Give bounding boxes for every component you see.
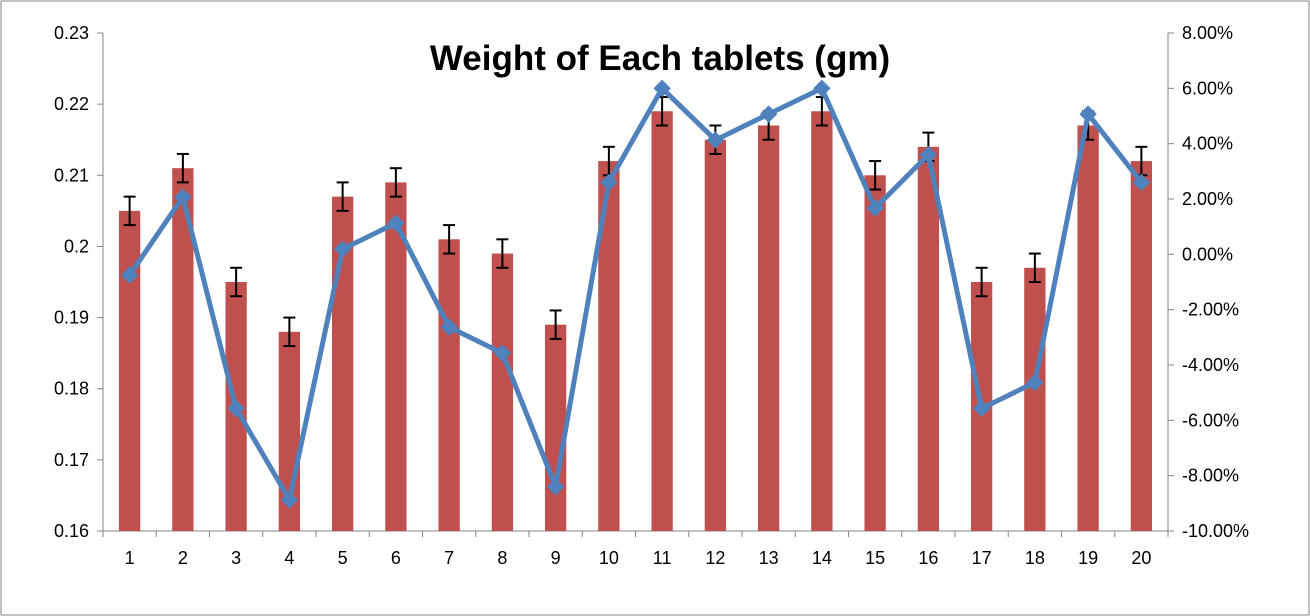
right-tick-label: -10.00%	[1182, 521, 1249, 541]
line-point-marker	[813, 79, 831, 98]
line-point-marker	[174, 188, 192, 206]
bar	[811, 111, 833, 531]
line-point-marker	[706, 131, 725, 149]
x-tick-label: 8	[497, 548, 507, 568]
x-tick-label: 7	[444, 548, 454, 568]
bars-layer	[118, 111, 1153, 532]
error-bar	[389, 167, 402, 198]
x-tick-label: 4	[284, 548, 294, 568]
line-point-marker	[440, 318, 458, 336]
bar	[757, 125, 780, 531]
left-tick-label: 0.2	[64, 236, 89, 256]
bar	[385, 182, 407, 531]
x-tick-label: 14	[812, 548, 832, 568]
left-tick-label: 0.19	[54, 308, 89, 328]
right-tick-label: 4.00%	[1182, 134, 1233, 154]
error-bar	[496, 238, 509, 269]
left-tick-label: 0.17	[54, 450, 89, 470]
x-tick-label: 1	[125, 548, 135, 568]
chart-title: Weight of Each tablets (gm)	[430, 39, 890, 78]
line-point-marker	[866, 199, 884, 217]
tick-labels-layer: 0.16 0.17 0.18 0.19 0.2 0.21 0.22 0.23 -10.00% -8…	[54, 23, 1249, 568]
right-tick-label: -4.00%	[1182, 355, 1239, 375]
right-tick-label: 8.00%	[1182, 23, 1233, 43]
error-bar	[975, 266, 988, 298]
left-tick-label: 0.21	[54, 165, 89, 185]
x-tick-label: 16	[918, 548, 938, 568]
bar	[1130, 161, 1153, 532]
x-tick-label: 5	[338, 548, 348, 568]
bar	[438, 239, 460, 532]
bar	[1024, 267, 1046, 531]
x-tick-label: 6	[391, 548, 401, 568]
line-point-marker	[387, 214, 405, 232]
error-bar	[869, 160, 882, 191]
line-point-marker	[919, 146, 938, 164]
line-point-marker	[759, 105, 778, 123]
bar	[491, 253, 514, 532]
right-tick-label: -8.00%	[1182, 466, 1239, 486]
line-point-marker	[972, 399, 991, 418]
x-tick-label: 15	[865, 548, 885, 568]
x-tick-label: 9	[551, 548, 561, 568]
line-point-marker	[546, 478, 565, 496]
error-bar	[283, 316, 296, 348]
bar	[118, 210, 141, 531]
error-bar	[443, 224, 456, 255]
left-tick-label: 0.16	[54, 521, 89, 541]
line-point-marker	[1132, 173, 1151, 192]
series-line	[127, 85, 1144, 503]
error-bar	[123, 195, 136, 227]
line-point-marker	[280, 491, 299, 509]
x-tick-label: 12	[705, 548, 725, 568]
right-tick-label: 6.00%	[1182, 78, 1233, 98]
x-tick-label: 18	[1025, 548, 1045, 568]
error-bar	[336, 181, 349, 212]
bar	[598, 161, 620, 532]
line-point-marker	[600, 173, 618, 192]
x-tick-label: 10	[599, 548, 619, 568]
line-point-marker	[1079, 105, 1097, 123]
error-bars-layer	[123, 96, 1148, 348]
error-bar	[1028, 252, 1041, 283]
bar	[917, 146, 940, 532]
bar	[704, 139, 727, 531]
x-tick-label: 19	[1078, 548, 1098, 568]
x-tick-label: 2	[178, 548, 188, 568]
right-tick-label: 0.00%	[1182, 244, 1233, 264]
error-bar	[176, 152, 189, 184]
x-tick-label: 3	[231, 548, 241, 568]
line-layer	[120, 79, 1151, 509]
bar	[544, 324, 567, 531]
x-tick-label: 13	[759, 548, 779, 568]
bar	[172, 168, 194, 531]
right-tick-label: -2.00%	[1182, 300, 1239, 320]
left-tick-label: 0.23	[54, 23, 89, 43]
x-tick-label: 11	[653, 548, 672, 568]
line-point-marker	[493, 344, 512, 362]
bar	[864, 175, 886, 532]
line-point-marker	[333, 240, 352, 258]
x-tick-label: 20	[1131, 548, 1151, 568]
bar	[1077, 125, 1099, 531]
error-bar	[230, 266, 243, 298]
bar	[651, 111, 673, 531]
left-tick-label: 0.18	[54, 379, 89, 399]
left-tick-label: 0.22	[54, 94, 89, 114]
line-point-marker	[227, 399, 245, 418]
line-point-marker	[120, 266, 139, 284]
error-bar	[549, 309, 562, 340]
right-tick-label: -6.00%	[1182, 410, 1239, 430]
line-point-marker	[653, 79, 671, 98]
right-tick-label: 2.00%	[1182, 189, 1233, 209]
x-tick-label: 17	[972, 548, 992, 568]
line-point-marker	[1026, 373, 1044, 392]
